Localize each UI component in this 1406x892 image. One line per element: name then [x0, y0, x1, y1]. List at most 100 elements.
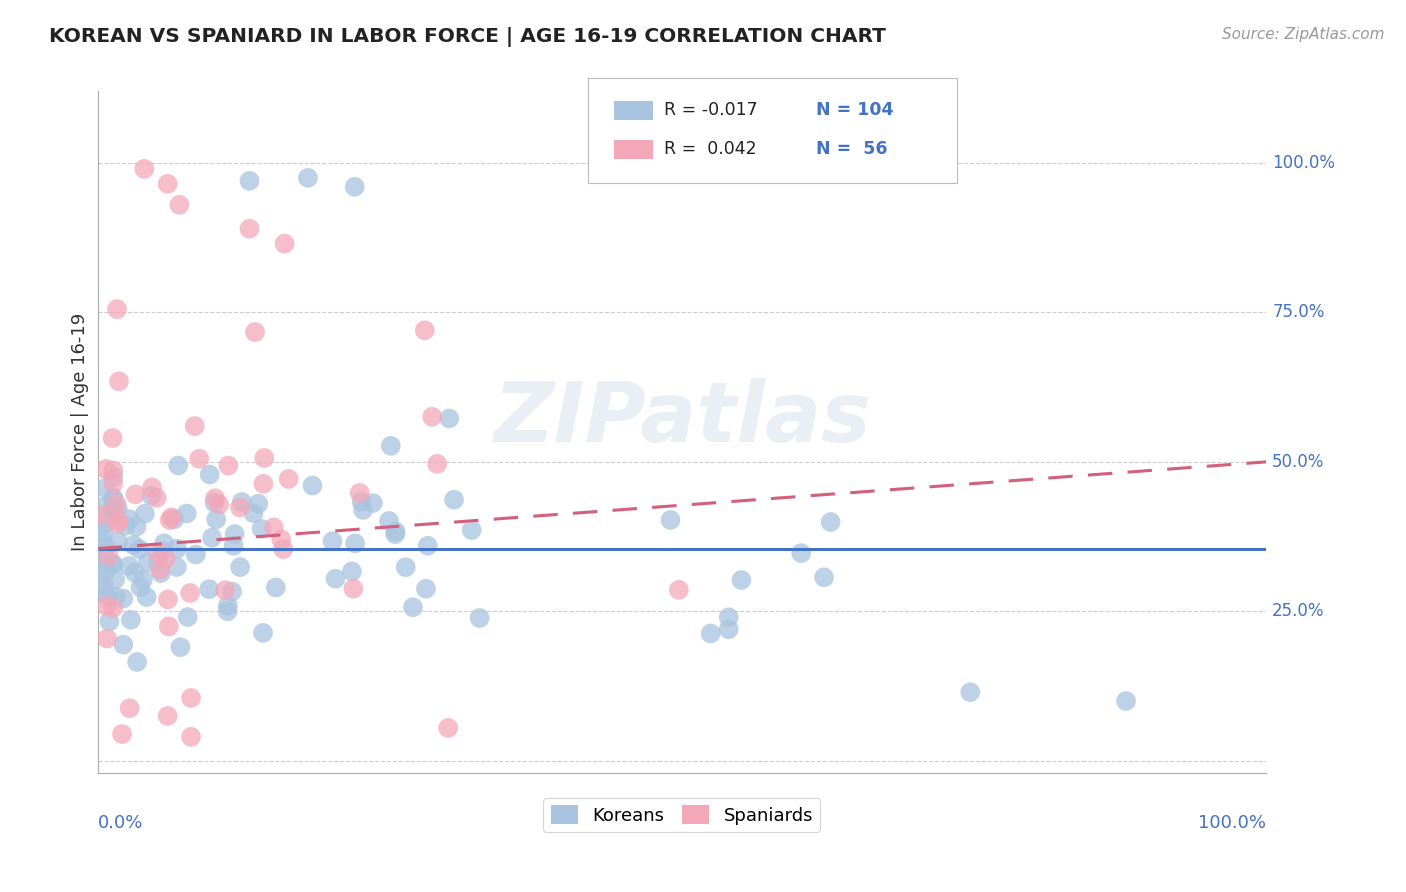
- Point: [198, 467, 221, 482]
- Point: [94, 552, 117, 566]
- Point: [198, 582, 221, 597]
- Text: 100.0%: 100.0%: [1198, 814, 1267, 831]
- Text: 50.0%: 50.0%: [1272, 453, 1324, 471]
- Text: Source: ZipAtlas.com: Source: ZipAtlas.com: [1222, 27, 1385, 42]
- Point: [124, 566, 146, 580]
- Point: [180, 691, 202, 706]
- Point: [100, 508, 122, 523]
- Point: [120, 613, 142, 627]
- Point: [155, 551, 177, 566]
- Point: [107, 516, 129, 531]
- Point: [253, 450, 276, 465]
- Point: [344, 536, 367, 550]
- Text: 0.0%: 0.0%: [97, 814, 143, 831]
- Point: [124, 487, 146, 501]
- Point: [229, 560, 252, 574]
- Point: [107, 501, 129, 516]
- Point: [141, 489, 163, 503]
- Point: [384, 527, 406, 541]
- Point: [108, 374, 131, 388]
- Point: [153, 536, 176, 550]
- Point: [277, 472, 299, 486]
- Point: [349, 486, 371, 500]
- Point: [243, 325, 266, 339]
- Point: [229, 500, 252, 515]
- Point: [134, 161, 156, 176]
- Point: [699, 626, 721, 640]
- Point: [157, 619, 180, 633]
- Point: [378, 514, 401, 528]
- Point: [343, 179, 366, 194]
- Point: [273, 236, 295, 251]
- Point: [959, 685, 981, 699]
- Point: [224, 527, 246, 541]
- Point: [180, 730, 202, 744]
- Text: N = 104: N = 104: [817, 102, 894, 120]
- Point: [129, 580, 152, 594]
- Point: [90, 581, 112, 595]
- Point: [94, 481, 117, 495]
- Point: [97, 589, 120, 603]
- Point: [101, 557, 124, 571]
- Text: 25.0%: 25.0%: [1272, 602, 1324, 620]
- Point: [127, 655, 149, 669]
- Point: [222, 539, 245, 553]
- Text: 100.0%: 100.0%: [1272, 154, 1336, 172]
- Point: [204, 491, 226, 506]
- Point: [134, 507, 156, 521]
- Point: [96, 632, 118, 646]
- Point: [179, 586, 201, 600]
- Point: [97, 549, 120, 564]
- Point: [128, 542, 150, 557]
- Point: [322, 534, 344, 549]
- Point: [184, 419, 207, 434]
- Point: [416, 539, 439, 553]
- Point: [93, 577, 115, 591]
- Point: [413, 323, 436, 337]
- Point: [146, 546, 169, 560]
- Point: [96, 563, 118, 577]
- Point: [163, 512, 186, 526]
- Point: [149, 562, 172, 576]
- Text: N =  56: N = 56: [817, 140, 887, 158]
- Point: [460, 523, 482, 537]
- Point: [160, 510, 183, 524]
- Point: [101, 502, 124, 516]
- Point: [103, 506, 125, 520]
- Point: [96, 599, 118, 613]
- Point: [214, 583, 236, 598]
- Point: [114, 518, 136, 533]
- Point: [250, 522, 273, 536]
- Point: [89, 560, 111, 574]
- Point: [90, 533, 112, 547]
- Point: [184, 548, 207, 562]
- Point: [149, 566, 172, 580]
- Point: [118, 512, 141, 526]
- Point: [415, 582, 437, 596]
- Point: [270, 533, 292, 547]
- Point: [103, 470, 125, 484]
- Point: [205, 512, 228, 526]
- Point: [437, 721, 460, 735]
- Point: [118, 559, 141, 574]
- Point: [152, 544, 174, 558]
- Point: [426, 457, 449, 471]
- Point: [159, 513, 181, 527]
- Point: [94, 516, 117, 530]
- FancyBboxPatch shape: [589, 78, 956, 183]
- Point: [271, 542, 294, 557]
- Point: [112, 638, 135, 652]
- Point: [384, 524, 406, 539]
- Point: [443, 492, 465, 507]
- Point: [132, 573, 155, 587]
- Point: [790, 546, 813, 560]
- Point: [217, 599, 239, 613]
- Point: [395, 560, 418, 574]
- Point: [252, 626, 274, 640]
- Point: [813, 570, 835, 584]
- Point: [105, 302, 128, 317]
- Point: [141, 481, 163, 495]
- Point: [122, 538, 145, 552]
- Point: [112, 591, 135, 606]
- Point: [166, 541, 188, 556]
